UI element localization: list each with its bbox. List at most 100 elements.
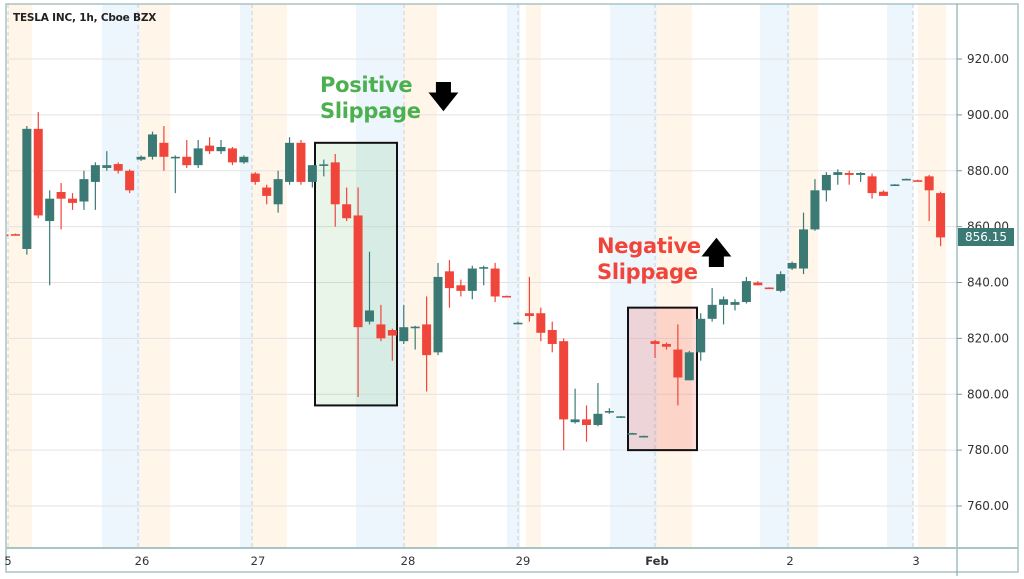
candle-body xyxy=(524,313,534,317)
negative-slippage-line1: Negative xyxy=(597,234,701,258)
candle xyxy=(639,435,649,438)
candle xyxy=(399,304,409,344)
premarket-band xyxy=(8,4,32,548)
candle xyxy=(364,251,374,325)
candle xyxy=(650,339,660,358)
candle-body xyxy=(570,419,580,423)
candle xyxy=(593,383,603,427)
candle-body xyxy=(684,352,694,381)
candle xyxy=(319,159,329,177)
candle-body xyxy=(56,191,66,199)
candle xyxy=(821,172,831,202)
candle-body xyxy=(719,299,729,305)
price-tick-label: 840.00 xyxy=(967,276,1009,290)
candle xyxy=(159,126,169,171)
candle-body xyxy=(502,295,512,298)
candle-body xyxy=(364,310,374,322)
price-tick-label: 800.00 xyxy=(967,387,1009,401)
candle-body xyxy=(787,262,797,269)
candle-body xyxy=(696,318,706,353)
time-tick-label: 3 xyxy=(912,554,919,568)
candle-body xyxy=(319,164,329,166)
candle xyxy=(113,162,123,174)
candle xyxy=(273,170,283,213)
candle xyxy=(787,261,797,270)
candle xyxy=(422,296,432,392)
candle xyxy=(764,287,774,290)
chart-title: TESLA INC, 1h, Cboe BZX xyxy=(13,12,157,24)
candle xyxy=(45,190,55,286)
candle xyxy=(696,313,706,361)
candle xyxy=(22,126,32,255)
candle-body xyxy=(182,156,192,166)
candle-body xyxy=(216,147,226,152)
time-tick-label: 5 xyxy=(4,554,11,568)
candle-body xyxy=(707,304,717,319)
candle-body xyxy=(593,413,603,425)
premarket-band xyxy=(657,4,692,548)
candle xyxy=(239,155,249,164)
candle xyxy=(490,262,500,303)
candle xyxy=(890,184,900,187)
candle-body xyxy=(136,156,146,160)
candle-body xyxy=(673,349,683,378)
candle-body xyxy=(913,180,923,182)
candle xyxy=(125,169,135,194)
candle xyxy=(684,350,694,381)
candle-body xyxy=(330,162,340,205)
candle xyxy=(68,193,78,210)
candle xyxy=(33,112,43,219)
candle-body xyxy=(547,329,557,344)
candle-body xyxy=(559,341,569,420)
candle-body xyxy=(878,191,888,196)
candle xyxy=(502,295,512,298)
candle-body xyxy=(227,148,237,163)
candle-body xyxy=(650,341,660,344)
candle-body xyxy=(604,411,614,413)
time-tick-label: 27 xyxy=(251,554,266,568)
candle xyxy=(730,299,740,311)
price-tick-label: 900.00 xyxy=(967,108,1009,122)
candle-body xyxy=(844,172,854,175)
candle-body xyxy=(159,142,169,157)
candle-body xyxy=(353,215,363,328)
candle-body xyxy=(730,302,740,305)
candle-body xyxy=(342,204,352,219)
premarket-band xyxy=(790,4,818,548)
candle xyxy=(604,408,614,414)
candle-body xyxy=(513,322,523,325)
candle xyxy=(433,262,443,356)
price-tick-label: 820.00 xyxy=(967,331,1009,345)
candle-body xyxy=(616,416,626,418)
candle-body xyxy=(810,190,820,230)
candle xyxy=(582,405,592,442)
candle xyxy=(330,153,340,227)
candle-body xyxy=(410,326,420,329)
candle xyxy=(570,388,580,424)
arrow-up-icon: 🡅 xyxy=(701,236,732,271)
candle xyxy=(661,342,671,350)
afterhours-band xyxy=(507,4,520,548)
candle-body xyxy=(296,142,306,182)
candle-body xyxy=(239,156,249,163)
candle xyxy=(719,296,729,325)
candle xyxy=(856,172,866,182)
candle-body xyxy=(821,174,831,191)
candle-body xyxy=(285,142,295,182)
premarket-band xyxy=(140,4,170,548)
candle xyxy=(444,260,454,308)
candle xyxy=(456,279,466,297)
candle-body xyxy=(936,193,946,238)
last-price-tag: 856.15 xyxy=(958,228,1014,246)
candle-body xyxy=(661,343,671,347)
candle-body xyxy=(113,164,123,171)
candle-body xyxy=(376,324,386,339)
candle xyxy=(833,169,843,185)
time-tick-label: Feb xyxy=(645,554,668,568)
candle-body xyxy=(262,187,272,196)
candle-body xyxy=(193,148,203,166)
plot-area xyxy=(6,4,957,548)
candle xyxy=(878,190,888,196)
candle xyxy=(924,174,934,222)
